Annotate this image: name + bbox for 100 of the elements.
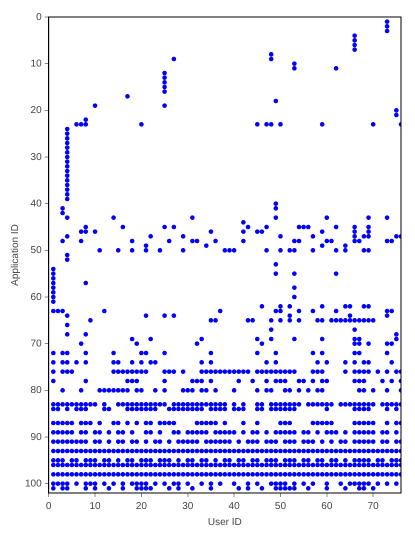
- point: [208, 360, 214, 365]
- point: [370, 122, 376, 127]
- point: [208, 481, 214, 486]
- point: [315, 369, 320, 374]
- point: [250, 439, 255, 444]
- point: [64, 406, 70, 412]
- point: [144, 458, 148, 463]
- point: [134, 486, 140, 491]
- point: [64, 131, 70, 136]
- point: [51, 280, 56, 286]
- point: [394, 439, 399, 444]
- point: [236, 458, 242, 463]
- point: [306, 388, 311, 393]
- point: [88, 481, 93, 486]
- point: [153, 360, 158, 365]
- point: [166, 458, 172, 463]
- point: [380, 439, 385, 444]
- point: [380, 458, 385, 463]
- point: [394, 112, 399, 118]
- point: [287, 430, 292, 435]
- point: [213, 369, 218, 374]
- point: [74, 406, 79, 412]
- point: [320, 378, 324, 384]
- point: [362, 439, 366, 444]
- point: [352, 430, 357, 435]
- point: [264, 439, 269, 444]
- point: [51, 276, 56, 281]
- point: [343, 369, 348, 374]
- point: [222, 406, 228, 412]
- point: [366, 406, 371, 412]
- y-tick-label: 60: [30, 292, 42, 303]
- point: [74, 439, 79, 444]
- point: [185, 458, 190, 463]
- point: [352, 38, 357, 43]
- point: [64, 420, 70, 426]
- point: [384, 406, 390, 412]
- point: [78, 406, 84, 412]
- point: [315, 430, 320, 435]
- point: [162, 103, 167, 108]
- point: [292, 430, 297, 435]
- point: [254, 369, 260, 374]
- point: [83, 481, 88, 486]
- point: [362, 406, 366, 412]
- point: [97, 439, 102, 444]
- point: [120, 388, 126, 393]
- point: [51, 430, 56, 435]
- point: [301, 458, 306, 463]
- point: [241, 406, 246, 412]
- point: [338, 481, 344, 486]
- point: [208, 439, 214, 444]
- point: [213, 458, 218, 463]
- point: [64, 182, 70, 188]
- point: [246, 481, 250, 486]
- point: [162, 350, 167, 356]
- point: [292, 458, 297, 463]
- point: [144, 481, 148, 486]
- point: [282, 458, 288, 463]
- point: [352, 406, 357, 412]
- point: [278, 369, 283, 374]
- point: [166, 420, 172, 426]
- point: [287, 420, 292, 426]
- point: [274, 486, 278, 491]
- point: [162, 89, 167, 94]
- point: [162, 481, 167, 486]
- point: [176, 430, 181, 435]
- point: [51, 439, 56, 444]
- point: [116, 388, 121, 393]
- point: [254, 458, 260, 463]
- point: [139, 369, 144, 374]
- y-tick-label: 50: [30, 245, 42, 256]
- point: [51, 294, 56, 300]
- point: [310, 439, 316, 444]
- point: [246, 486, 250, 491]
- point: [204, 420, 209, 426]
- point: [64, 140, 70, 146]
- point: [356, 420, 362, 426]
- point: [199, 458, 204, 463]
- point: [190, 486, 195, 491]
- point: [306, 458, 311, 463]
- point: [176, 439, 181, 444]
- point: [380, 430, 385, 435]
- point: [213, 439, 218, 444]
- point: [315, 458, 320, 463]
- point: [352, 378, 357, 384]
- point: [60, 486, 65, 491]
- point: [185, 430, 190, 435]
- point: [268, 481, 274, 486]
- point: [315, 420, 320, 426]
- point: [74, 458, 79, 463]
- point: [218, 406, 223, 412]
- point: [352, 47, 357, 52]
- point: [199, 420, 204, 426]
- point: [334, 458, 338, 463]
- point: [83, 378, 88, 384]
- point: [366, 430, 371, 435]
- point: [92, 458, 98, 463]
- point: [282, 388, 288, 393]
- point: [222, 439, 228, 444]
- point: [218, 430, 223, 435]
- point: [334, 66, 338, 71]
